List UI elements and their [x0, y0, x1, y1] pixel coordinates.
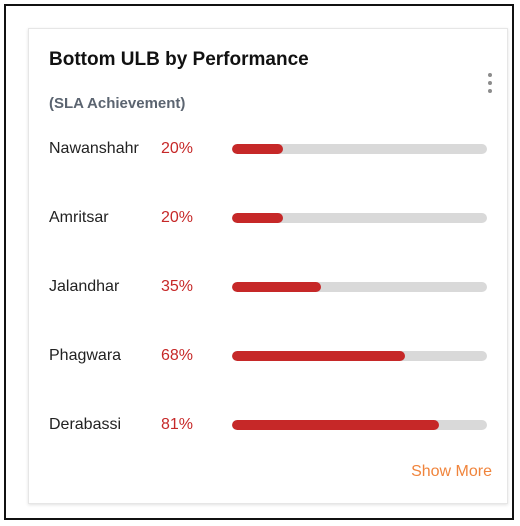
- ulb-percent: 68%: [161, 347, 194, 364]
- card-subtitle: (SLA Achievement): [49, 95, 186, 112]
- ulb-name: Jalandhar: [49, 278, 120, 295]
- progress-fill: [232, 282, 322, 292]
- screenshot-frame: Bottom ULB by Performance (SLA Achieveme…: [4, 4, 514, 520]
- ulb-name: Amritsar: [49, 209, 109, 226]
- progress-fill: [232, 420, 439, 430]
- show-more-link[interactable]: Show More: [411, 463, 492, 480]
- performance-card: Bottom ULB by Performance (SLA Achieveme…: [28, 28, 508, 504]
- progress-fill: [232, 213, 283, 223]
- menu-dot: [488, 73, 492, 77]
- progress-fill: [232, 144, 283, 154]
- ulb-name: Phagwara: [49, 347, 122, 364]
- ulb-percent: 35%: [161, 278, 194, 295]
- progress-track: [232, 282, 487, 292]
- menu-dot: [488, 81, 492, 85]
- ulb-percent: 20%: [161, 209, 194, 226]
- progress-track: [232, 351, 487, 361]
- ulb-row: Amritsar 20%: [49, 207, 489, 229]
- progress-track: [232, 144, 487, 154]
- ulb-row: Nawanshahr 20%: [49, 138, 489, 160]
- ulb-row: Jalandhar 35%: [49, 276, 489, 298]
- progress-track: [232, 420, 487, 430]
- ulb-percent: 20%: [161, 140, 194, 157]
- menu-dot: [488, 89, 492, 93]
- progress-fill: [232, 351, 406, 361]
- ulb-percent: 81%: [161, 416, 194, 433]
- progress-track: [232, 213, 487, 223]
- ulb-row: Phagwara 68%: [49, 345, 489, 367]
- ulb-name: Derabassi: [49, 416, 122, 433]
- card-title: Bottom ULB by Performance: [49, 49, 309, 70]
- ulb-row: Derabassi 81%: [49, 414, 489, 436]
- ulb-name: Nawanshahr: [49, 140, 139, 157]
- kebab-menu-icon[interactable]: [485, 73, 495, 93]
